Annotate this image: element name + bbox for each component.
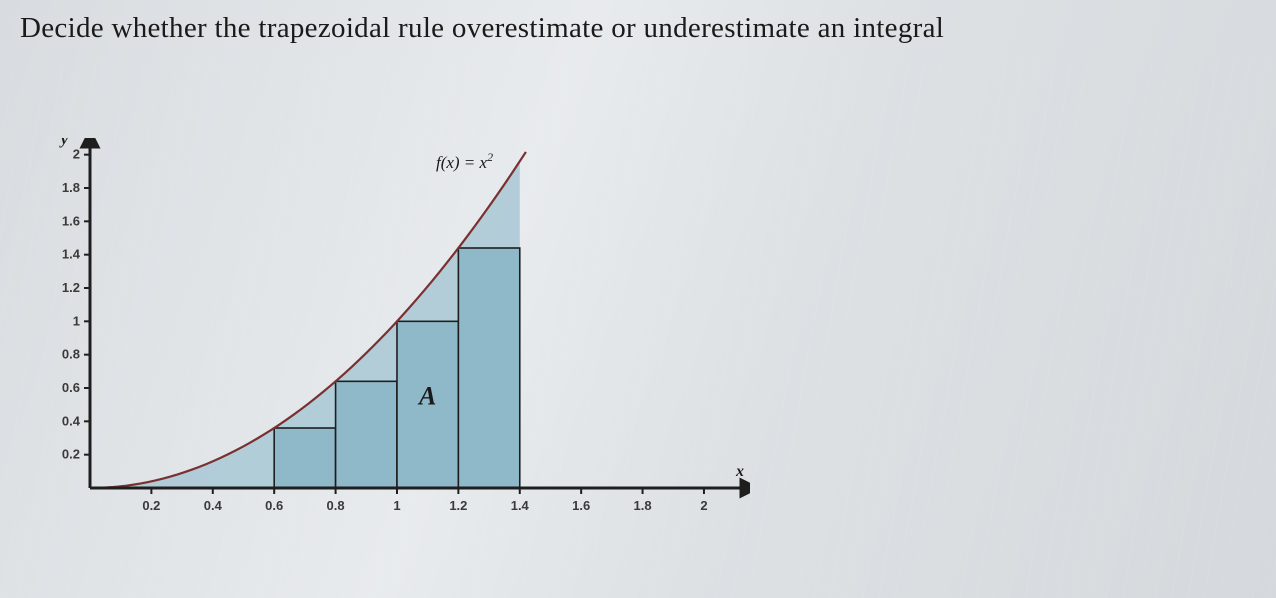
y-tick-label: 0.8: [62, 346, 80, 361]
region-label: A: [417, 381, 436, 410]
riemann-rectangle: [274, 428, 335, 488]
y-axis-label: y: [59, 138, 69, 148]
x-tick-label: 0.6: [265, 498, 283, 513]
x-tick-label: 1.6: [572, 498, 590, 513]
y-tick-label: 1.2: [62, 280, 80, 295]
y-tick-label: 1.6: [62, 213, 80, 228]
x-tick-label: 2: [700, 498, 707, 513]
chart-container: A 0.2 0.4 0.6 0.8 1 1.2 1.4 1.6 1.8 2 0.2 0.4 0.6 0.8 1…: [30, 138, 750, 538]
y-tick-label: 1: [73, 313, 80, 328]
page: Decide whether the trapezoidal rule over…: [0, 0, 1276, 538]
x-axis-label: x: [735, 463, 744, 480]
y-tick-label: 0.4: [62, 413, 81, 428]
x-tick-label: 1.4: [511, 498, 530, 513]
y-tick-label: 0.6: [62, 380, 80, 395]
y-tick-label: 1.8: [62, 180, 80, 195]
riemann-rectangle: [336, 381, 397, 488]
y-tick-label: 2: [73, 146, 80, 161]
x-tick-label: 0.4: [204, 498, 223, 513]
y-tick-label: 0.2: [62, 446, 80, 461]
x-tick-label: 1.2: [449, 498, 467, 513]
y-tick-label: 1.4: [62, 246, 81, 261]
function-label: f(x) = x2: [436, 150, 493, 172]
question-text: Decide whether the trapezoidal rule over…: [20, 10, 1256, 48]
chart-svg: A 0.2 0.4 0.6 0.8 1 1.2 1.4 1.6 1.8 2 0.2 0.4 0.6 0.8 1…: [30, 138, 750, 538]
x-tick-label: 0.2: [142, 498, 160, 513]
x-tick-label: 1: [393, 498, 400, 513]
x-tick-label: 0.8: [327, 498, 345, 513]
riemann-rectangle: [458, 248, 519, 488]
x-tick-label: 1.8: [634, 498, 652, 513]
